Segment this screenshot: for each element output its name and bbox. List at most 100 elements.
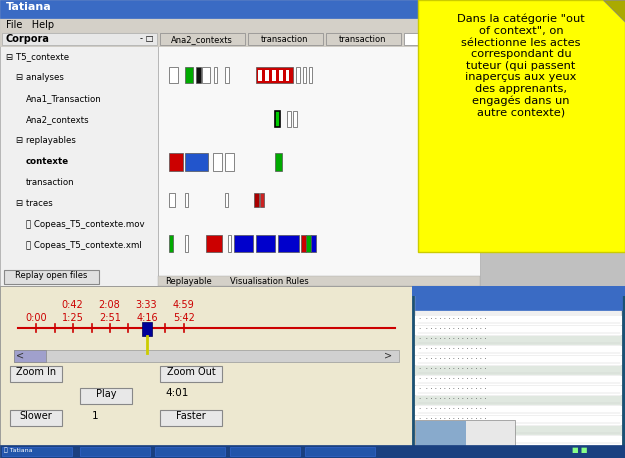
Bar [415, 288, 622, 310]
Text: ⊟ T5_contexte: ⊟ T5_contexte [6, 52, 69, 61]
Bar [185, 193, 188, 207]
Text: Zoom Out: Zoom Out [167, 367, 216, 377]
Bar [185, 234, 188, 252]
Bar [279, 70, 282, 81]
Bar [256, 234, 274, 252]
Text: ·  · · · · · · · · · · · · · ·: · · · · · · · · · · · · · · · [419, 366, 486, 372]
Text: 2:51: 2:51 [99, 313, 121, 323]
Text: ≡  ²: ≡ ² [472, 34, 488, 43]
Text: ·  · · · · · · · · · · · · · ·: · · · · · · · · · · · · · · · [419, 436, 486, 442]
Bar [169, 234, 173, 252]
Text: ·  · · · · · · · · · · · · · ·: · · · · · · · · · · · · · · · [419, 336, 486, 342]
Text: ⊟ analyses: ⊟ analyses [16, 73, 64, 82]
Bar [418, 0, 625, 252]
Bar [293, 111, 297, 127]
Bar [415, 288, 622, 456]
Bar [228, 234, 231, 252]
Bar [155, 447, 225, 456]
Bar [311, 234, 316, 252]
Bar [185, 153, 208, 171]
Bar [415, 326, 622, 335]
Bar [260, 193, 264, 207]
Bar [196, 67, 201, 83]
Bar [0, 46, 158, 286]
Bar [274, 153, 282, 171]
Bar [286, 70, 289, 81]
Bar [415, 376, 622, 385]
Bar [213, 153, 222, 171]
Bar [415, 420, 515, 456]
Bar [540, 446, 622, 457]
Bar [606, 286, 625, 458]
Text: ·  · · · · · · · · · · · · · ·: · · · · · · · · · · · · · · · [419, 426, 486, 432]
Text: transaction: transaction [339, 35, 387, 44]
Text: 2:08: 2:08 [99, 300, 121, 310]
Bar [248, 33, 323, 45]
Bar [10, 366, 62, 382]
Text: ·  · · · · · · · · · · · · · ·: · · · · · · · · · · · · · · · [419, 356, 486, 362]
Text: 1:25: 1:25 [62, 313, 84, 323]
Polygon shape [603, 0, 625, 22]
Text: Ana2_contexts: Ana2_contexts [26, 115, 89, 124]
Text: transaction: transaction [26, 178, 74, 187]
Bar [306, 234, 311, 252]
Text: ·  · · · · · · · · · · · · · ·: · · · · · · · · · · · · · · · [419, 376, 486, 382]
Text: Zoom In: Zoom In [16, 367, 56, 377]
Text: ·  · · · · · · · · · · · · · ·: · · · · · · · · · · · · · · · [419, 396, 486, 402]
Bar [4, 270, 99, 284]
Text: 4:16: 4:16 [136, 313, 158, 323]
Bar [416, 421, 466, 455]
Bar [230, 447, 300, 456]
Bar [616, 2, 625, 14]
Bar [169, 193, 176, 207]
Bar [415, 366, 622, 375]
Bar [415, 356, 622, 365]
Text: Tatiana: Tatiana [6, 2, 52, 12]
Text: Faster: Faster [176, 411, 206, 421]
Bar [214, 67, 218, 83]
Text: >: > [384, 351, 392, 361]
Bar [158, 276, 480, 286]
Bar [80, 447, 150, 456]
Bar [160, 366, 222, 382]
Text: 4:59: 4:59 [173, 300, 194, 310]
Bar [590, 2, 600, 14]
Text: transaction: transaction [261, 35, 309, 44]
Bar [265, 70, 269, 81]
Bar [412, 286, 625, 296]
Bar [142, 322, 152, 336]
Bar [326, 33, 401, 45]
Bar [158, 46, 480, 286]
Bar [225, 193, 228, 207]
Text: - □: - □ [140, 34, 154, 43]
Bar [80, 388, 132, 404]
Bar [278, 234, 299, 252]
Bar [412, 286, 606, 458]
Bar [14, 350, 46, 362]
Bar [225, 67, 229, 83]
Bar [225, 153, 234, 171]
Bar [272, 70, 276, 81]
Bar [415, 436, 622, 445]
Bar [301, 234, 306, 252]
Bar [415, 446, 622, 455]
Text: contexte: contexte [418, 35, 454, 44]
Bar [302, 67, 306, 83]
Text: ·  · · · · · · · · · · · · · ·: · · · · · · · · · · · · · · · [419, 446, 486, 452]
Bar [404, 33, 469, 45]
Bar [256, 67, 293, 83]
Text: ⊟ replayables: ⊟ replayables [16, 136, 76, 145]
Bar [305, 447, 375, 456]
Bar [2, 33, 157, 45]
Text: Play: Play [96, 389, 116, 399]
Bar [234, 234, 253, 252]
Bar [169, 153, 183, 171]
Bar [14, 350, 399, 362]
Bar [0, 445, 625, 458]
Text: ⊟ traces: ⊟ traces [16, 199, 53, 208]
Bar [202, 67, 211, 83]
Bar [274, 111, 279, 127]
Text: ·  · · · · · · · · · · · · · ·: · · · · · · · · · · · · · · · [419, 416, 486, 422]
Text: File   Help: File Help [6, 20, 54, 30]
Text: ·  · · · · · · · · · · · · · ·: · · · · · · · · · · · · · · · [419, 316, 486, 322]
